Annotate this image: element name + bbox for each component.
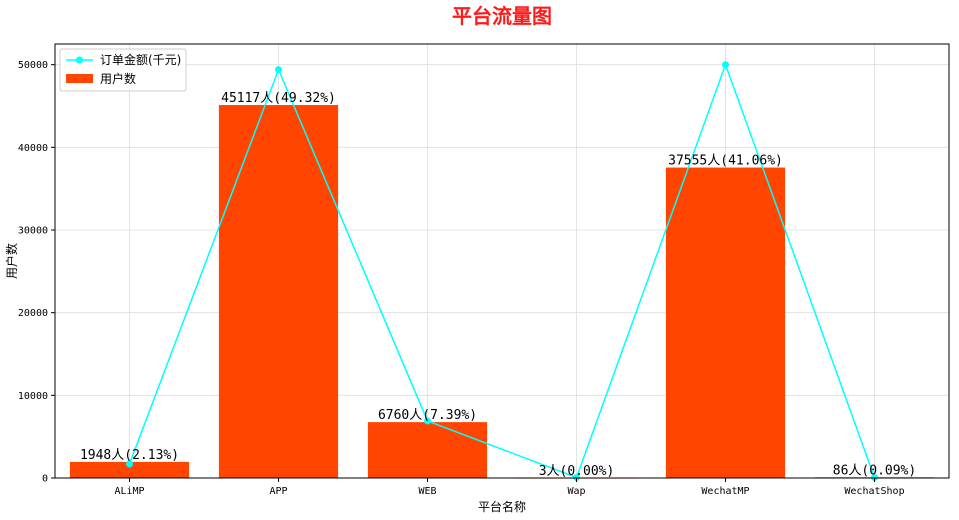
y-tick-label: 50000: [18, 60, 48, 71]
line-point: [722, 61, 729, 69]
legend-line-label: 订单金额(千元): [100, 52, 181, 67]
x-tick-label: APP: [269, 486, 287, 497]
legend-bar-label: 用户数: [100, 71, 136, 86]
y-tick-label: 0: [42, 474, 48, 485]
x-tick-label: WechatShop: [844, 486, 904, 497]
legend-marker-swatch: [76, 56, 83, 64]
y-axis: 0 10000 20000 30000 40000 50000: [18, 60, 55, 485]
x-tick-label: Wap: [567, 486, 585, 497]
line-point: [424, 417, 431, 425]
bar-data-label: 6760人(7.39%): [378, 408, 477, 423]
x-tick-label: ALiMP: [114, 486, 144, 497]
data-labels: 1948人(2.13%) 45117人(49.32%) 6760人(7.39%) 3人…: [80, 91, 916, 479]
bar: [665, 167, 786, 478]
line-point: [126, 460, 133, 468]
y-tick-label: 30000: [18, 226, 48, 237]
y-tick-label: 10000: [18, 391, 48, 402]
line-series: [126, 61, 878, 482]
chart-title: 平台流量图: [452, 4, 552, 28]
bar-data-label: 1948人(2.13%): [80, 448, 179, 463]
line-point: [275, 66, 282, 74]
bar-data-label: 86人(0.09%): [833, 463, 916, 478]
grid: [55, 44, 949, 479]
line-path: [128, 62, 876, 479]
bar: [218, 105, 339, 478]
bar: [367, 422, 488, 478]
bar: [69, 461, 190, 478]
bar-data-label: 3人(0.00%): [539, 464, 615, 479]
x-tick-label: WEB: [418, 486, 436, 497]
y-axis-label: 用户数: [4, 243, 19, 279]
bar-data-label: 45117人(49.32%): [221, 91, 336, 106]
y-tick-label: 20000: [18, 308, 48, 319]
bars: [69, 105, 935, 479]
plot-frame: [54, 43, 950, 479]
x-axis-label: 平台名称: [478, 499, 526, 514]
y-tick-label: 40000: [18, 143, 48, 154]
legend: 订单金额(千元) 用户数: [59, 48, 187, 92]
x-axis: ALiMP APP WEB Wap WechatMP WechatShop: [114, 478, 905, 497]
x-tick-label: WechatMP: [701, 486, 749, 497]
legend-bar-swatch: [66, 74, 93, 83]
bar-data-label: 37555人(41.06%): [668, 154, 783, 169]
